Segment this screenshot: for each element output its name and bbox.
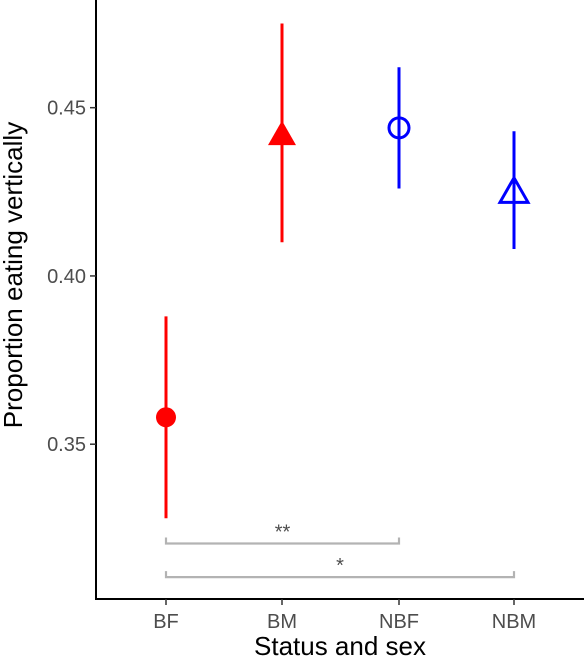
axes (95, 0, 584, 600)
point-marker-triangle (497, 174, 531, 204)
x-tick-label: NBM (492, 611, 536, 633)
x-tick-label: NBF (379, 611, 419, 633)
y-ticks: 0.35 0.40 0.45 (47, 98, 96, 456)
y-tick-label: 0.40 (47, 266, 86, 288)
point-marker-circle (156, 407, 176, 428)
data-point-nbm (497, 131, 531, 250)
x-axis-title: Status and sex (254, 631, 426, 661)
y-tick-label: 0.45 (47, 98, 86, 120)
significance-bracket (164, 537, 401, 545)
data-point-nbf (387, 67, 411, 189)
x-tick-label: BM (267, 611, 297, 633)
significance-label: * (336, 555, 344, 577)
point-marker-circle (387, 116, 411, 140)
x-ticks: BF BM NBF NBM (153, 599, 536, 633)
data-point-bm (268, 23, 296, 243)
point-marker-triangle (268, 120, 296, 146)
x-tick-label: BF (153, 611, 179, 633)
significance-bracket (164, 571, 516, 579)
significance-label: ** (275, 521, 291, 543)
y-tick-label: 0.35 (47, 434, 86, 456)
data-points (156, 23, 531, 519)
y-axis-title: Proportion eating vertically (0, 122, 28, 428)
significance-brackets: *** (164, 521, 516, 579)
data-point-bf (156, 316, 176, 519)
